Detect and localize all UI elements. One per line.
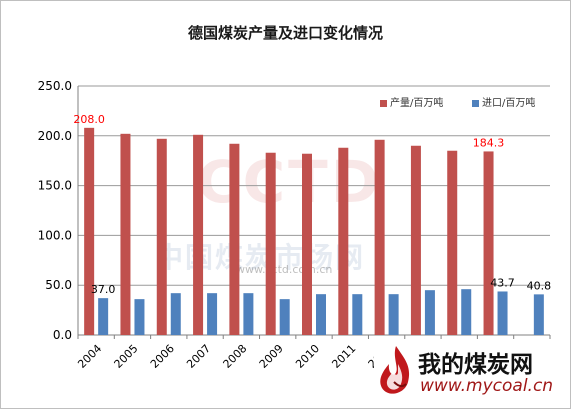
x-tick-label: 2007 [184, 342, 213, 371]
bar-imports [388, 294, 399, 335]
legend-label-production: 产量/百万吨 [390, 98, 444, 109]
bar-imports [170, 293, 181, 335]
bar-production [229, 143, 240, 335]
flame-logo-icon [380, 346, 410, 394]
legend-label-imports: 进口/百万吨 [482, 98, 536, 109]
legend-swatch-imports [472, 99, 479, 107]
x-tick-label: 2006 [148, 342, 177, 371]
x-tick-label: 2004 [75, 342, 104, 371]
bar-imports [316, 294, 326, 335]
bar-imports [461, 289, 472, 335]
bar-imports [533, 294, 544, 335]
watermark-logo: CCTD [197, 148, 382, 216]
legend-item-production: 产量/百万吨 [380, 94, 443, 109]
bar-production [302, 153, 312, 335]
y-tick-label: 0.0 [53, 328, 72, 342]
x-tick-label: 2011 [329, 342, 358, 371]
bar-imports [243, 293, 254, 335]
x-tick-label: 2008 [221, 342, 250, 371]
y-tick-label: 50.0 [45, 278, 72, 292]
bar-production [156, 138, 167, 335]
bar-imports [497, 291, 508, 335]
y-tick-label: 250.0 [38, 79, 72, 93]
x-tick-label: 2009 [257, 342, 286, 371]
bar-production [120, 133, 131, 335]
watermark-site-name: 中国煤炭市场网 [155, 241, 366, 274]
bar-imports [352, 294, 363, 335]
bar-production [338, 147, 349, 335]
x-tick-label: 2005 [112, 342, 141, 371]
brand-name: 我的煤炭网 [418, 352, 533, 378]
data-label: 37.0 [91, 283, 116, 296]
data-label: 43.7 [490, 276, 515, 289]
chart-title: 德国煤炭产量及进口变化情况 [187, 24, 383, 42]
bar-production [84, 127, 95, 335]
data-label: 184.3 [473, 136, 505, 149]
bar-production [410, 145, 421, 335]
brand-url: www.mycoal.cn [420, 376, 554, 396]
y-tick-label: 150.0 [38, 179, 72, 193]
bar-imports [98, 298, 109, 335]
legend-item-imports: 进口/百万吨 [472, 94, 535, 109]
y-tick-label: 100.0 [38, 228, 72, 242]
brand-badge: 我的煤炭网 www.mycoal.cn [374, 340, 566, 404]
legend-swatch-production [380, 99, 387, 107]
bar-imports [134, 299, 145, 335]
bar-imports [207, 293, 218, 335]
bar-imports [424, 290, 435, 335]
bar-production [374, 139, 385, 335]
bar-production [447, 150, 458, 335]
data-label: 208.0 [73, 113, 105, 126]
data-label: 40.8 [527, 279, 552, 292]
x-tick-label: 2010 [293, 342, 322, 371]
bar-production [265, 152, 276, 335]
y-tick-label: 200.0 [38, 129, 72, 143]
bar-production [193, 134, 204, 335]
bar-production [483, 151, 494, 335]
bar-imports [279, 299, 290, 335]
